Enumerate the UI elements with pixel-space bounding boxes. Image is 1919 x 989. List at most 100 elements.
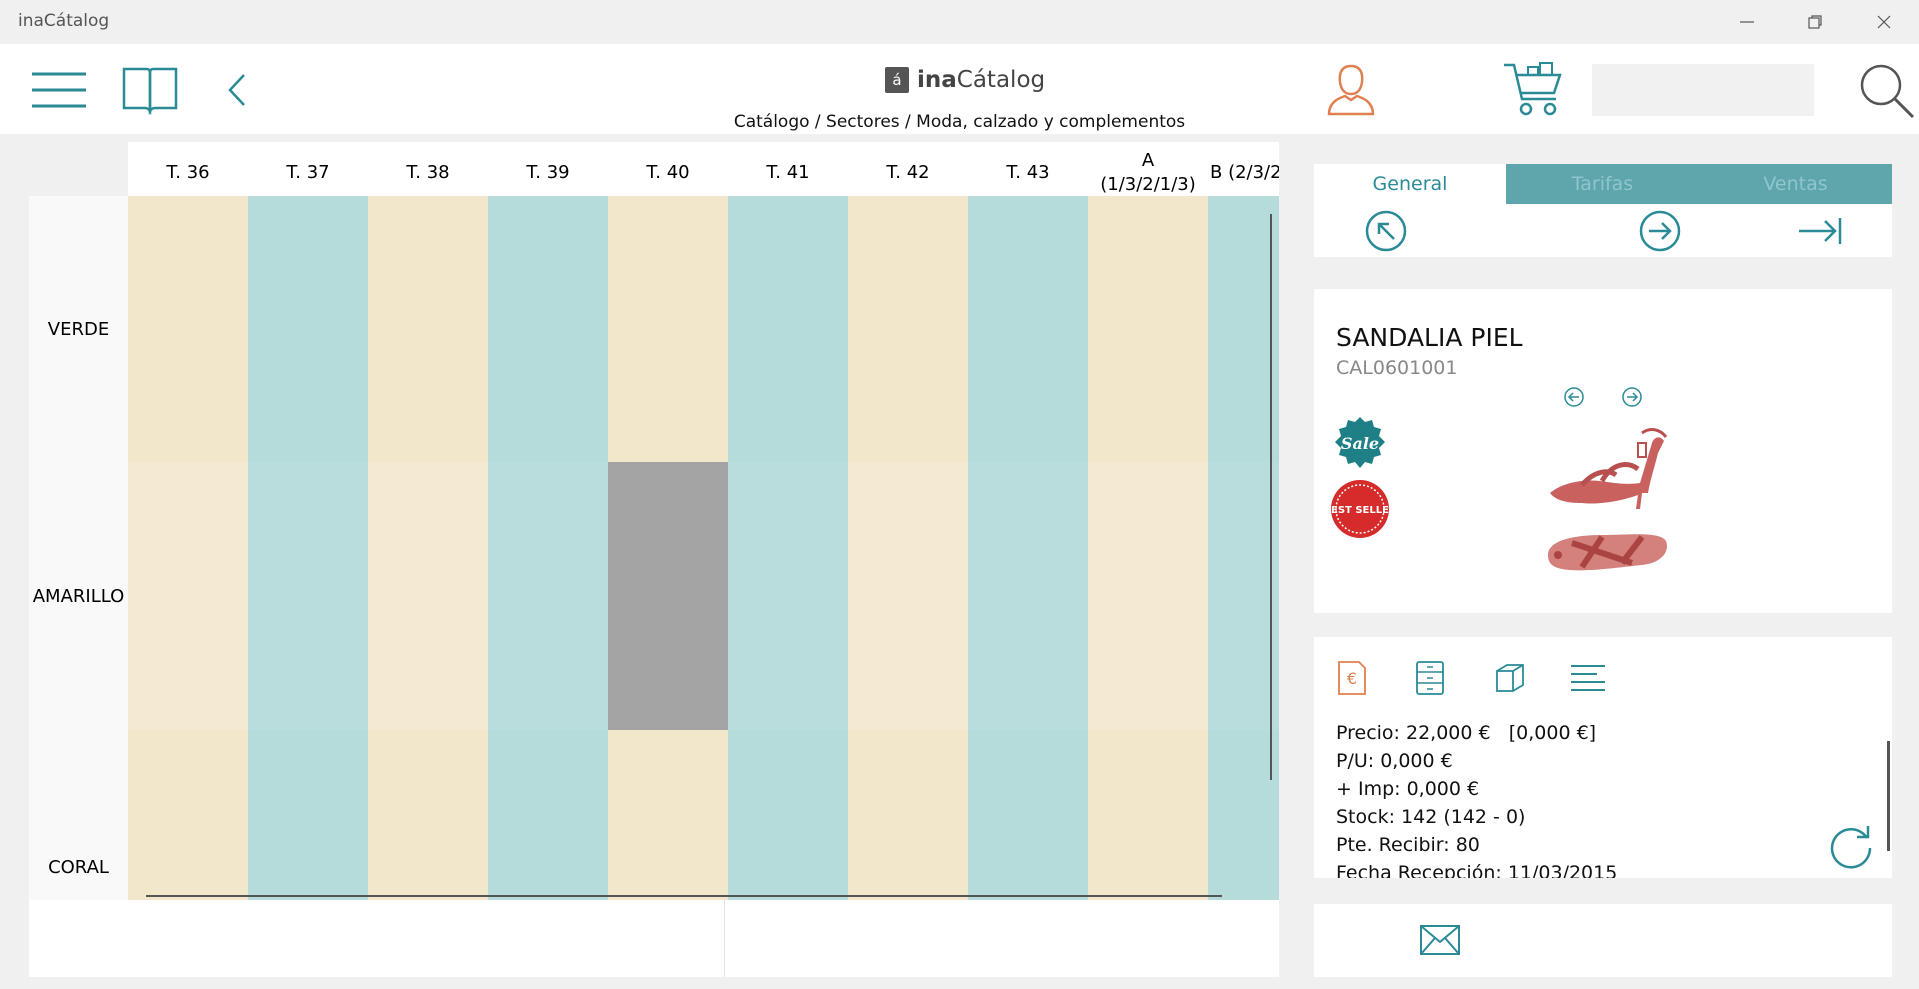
box-icon [1496, 664, 1524, 692]
refresh-icon [1830, 826, 1872, 869]
best-seller-badge: BEST SELLER [1323, 479, 1397, 539]
grid-cell[interactable] [728, 730, 848, 900]
row-header: CORAL [29, 730, 128, 900]
grid-cell[interactable] [608, 730, 728, 900]
detail-price: Precio: 22,000 € [0,000 €] [1336, 722, 1597, 744]
vertical-scrollbar[interactable] [1270, 214, 1272, 780]
grid-cell[interactable] [1208, 730, 1279, 900]
grid-cell[interactable] [248, 196, 368, 462]
logo-mark: á [885, 67, 909, 93]
breadcrumb: Catálogo / Sectores / Moda, calzado y co… [733, 112, 1186, 132]
grid-cell[interactable] [1088, 730, 1208, 900]
actions-card [1314, 904, 1892, 977]
size-color-grid: T. 36 T. 37 T. 38 T. 39 T. 40 T. 41 T. 4… [29, 134, 1279, 900]
grid-cell[interactable] [968, 730, 1088, 900]
minimize-icon [1740, 21, 1754, 23]
grid-cell[interactable] [848, 196, 968, 462]
catalog-button[interactable] [120, 65, 180, 115]
detail-reception-date: Fecha Recepción: 11/03/2015 [1336, 862, 1618, 878]
refresh-button[interactable] [1826, 821, 1876, 871]
grid-cell[interactable] [488, 730, 608, 900]
cart-button[interactable] [1502, 58, 1564, 120]
title-bar: inaCátalog [0, 0, 1919, 44]
text-lines-icon [1571, 665, 1605, 691]
details-scrollbar[interactable] [1887, 741, 1890, 851]
menu-button[interactable] [30, 66, 88, 114]
row-header: AMARILLO [29, 462, 128, 730]
grid-cell[interactable] [968, 462, 1088, 730]
tab-tarifas[interactable]: Tarifas [1506, 164, 1699, 204]
sandal-icon [1548, 428, 1668, 571]
grid-cell[interactable] [1208, 462, 1279, 730]
grid-cell[interactable] [848, 730, 968, 900]
last-button[interactable] [1796, 211, 1844, 251]
image-prev-button[interactable] [1562, 385, 1586, 409]
book-icon [122, 67, 178, 115]
grid-cell[interactable] [608, 196, 728, 462]
column-header: T. 39 [488, 142, 608, 204]
arrow-left-circle-icon [1564, 387, 1584, 407]
grid-cell[interactable] [488, 462, 608, 730]
description-button[interactable] [1568, 661, 1608, 697]
grid-cell[interactable] [488, 196, 608, 462]
tab-general[interactable]: General [1314, 164, 1506, 204]
column-header: T. 36 [128, 142, 248, 204]
svg-text:BEST SELLER: BEST SELLER [1330, 505, 1390, 516]
grid-cell[interactable] [248, 730, 368, 900]
grid-cell[interactable] [128, 196, 248, 462]
product-name: SANDALIA PIEL [1336, 323, 1523, 352]
restore-button[interactable] [1780, 0, 1850, 44]
user-button[interactable] [1322, 60, 1380, 118]
arrow-right-circle-icon [1639, 210, 1681, 252]
search-button[interactable] [1856, 60, 1916, 120]
best-seller-badge-icon: BEST SELLER [1323, 480, 1397, 538]
column-header: T. 37 [248, 142, 368, 204]
grid-cell[interactable] [128, 730, 248, 900]
package-button[interactable] [1492, 659, 1526, 697]
column-header: B (2/3/2 [1208, 142, 1279, 204]
grid-cell[interactable] [1088, 462, 1208, 730]
grid-cell[interactable] [728, 462, 848, 730]
grid-cell[interactable] [1088, 196, 1208, 462]
grid-cell[interactable] [968, 196, 1088, 462]
image-next-button[interactable] [1620, 385, 1644, 409]
details-card: € Precio: 22,000 € [0,000 €] P/U: 0,000 … [1314, 637, 1892, 878]
grid-cell[interactable] [248, 462, 368, 730]
grid-cell[interactable] [728, 196, 848, 462]
cart-icon [1504, 62, 1562, 116]
stock-button[interactable] [1414, 659, 1446, 697]
detail-stock: Stock: 142 (142 - 0) [1336, 806, 1526, 828]
svg-text:€: € [1347, 669, 1357, 688]
hamburger-icon [32, 72, 86, 108]
close-button[interactable] [1849, 0, 1919, 44]
grid-cell[interactable] [368, 462, 488, 730]
email-button[interactable] [1418, 920, 1462, 960]
svg-text:Sale: Sale [1341, 434, 1379, 453]
next-button[interactable] [1638, 209, 1682, 253]
sale-badge: Sale [1333, 416, 1387, 470]
horizontal-scrollbar[interactable] [146, 895, 1222, 897]
go-up-button[interactable] [1364, 209, 1408, 253]
tab-ventas[interactable]: Ventas [1699, 164, 1892, 204]
grid-cell[interactable] [1208, 196, 1279, 462]
price-button[interactable]: € [1336, 659, 1368, 697]
search-input[interactable] [1592, 64, 1814, 116]
detail-unit-price: P/U: 0,000 € [1336, 750, 1453, 772]
app-header: á inaCátalog Catálogo / Sectores / Moda,… [0, 44, 1919, 134]
grid-cell[interactable] [848, 462, 968, 730]
column-header: T. 42 [848, 142, 968, 204]
grid-cell[interactable] [368, 730, 488, 900]
search-icon [1860, 64, 1915, 119]
envelope-icon [1420, 925, 1460, 955]
grid-cell[interactable] [368, 196, 488, 462]
window-title: inaCátalog [18, 11, 110, 31]
detail-pending: Pte. Recibir: 80 [1336, 834, 1480, 856]
minimize-button[interactable] [1712, 0, 1782, 44]
column-header: T. 41 [728, 142, 848, 204]
grid-cell[interactable] [128, 462, 248, 730]
grid-cell-selected[interactable] [608, 462, 728, 730]
product-image[interactable] [1542, 413, 1672, 583]
back-button[interactable] [222, 70, 252, 110]
logo-text: inaCátalog [917, 67, 1046, 93]
euro-document-icon: € [1338, 661, 1366, 695]
